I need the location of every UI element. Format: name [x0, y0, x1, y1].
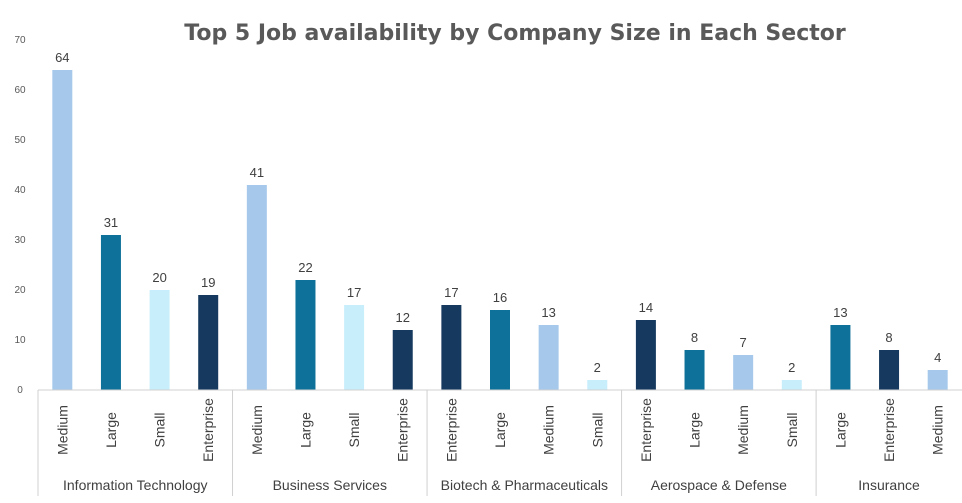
bars: [52, 70, 948, 390]
sector-label: Biotech & Pharmaceuticals: [441, 477, 608, 493]
bar-small: [587, 380, 608, 390]
category-label: Enterprise: [881, 398, 897, 462]
data-label: 22: [298, 260, 312, 275]
data-label: 16: [493, 290, 507, 305]
category-label: Enterprise: [638, 398, 654, 462]
category-label: Enterprise: [395, 398, 411, 462]
y-tick-label: 40: [14, 185, 26, 196]
y-tick-label: 70: [14, 35, 26, 46]
data-label: 8: [885, 330, 892, 345]
category-label: Medium: [54, 405, 70, 455]
y-tick-label: 60: [14, 85, 26, 96]
bar-enterprise: [392, 330, 413, 390]
bar-large: [100, 235, 121, 390]
sector-label: Aerospace & Defense: [651, 477, 787, 493]
bar-medium: [733, 355, 754, 390]
category-label: Medium: [930, 405, 946, 455]
bar-enterprise: [635, 320, 656, 390]
bar-large: [684, 350, 705, 390]
bar-medium: [927, 370, 948, 390]
category-label: Large: [492, 412, 508, 448]
y-tick-label: 0: [17, 385, 23, 396]
bar-large: [490, 310, 510, 390]
bar-enterprise: [879, 350, 900, 390]
bar-medium: [246, 185, 267, 390]
data-label: 64: [55, 50, 69, 65]
category-label: Medium: [249, 405, 265, 455]
category-label: Enterprise: [443, 398, 459, 462]
category-label: Enterprise: [200, 398, 216, 462]
data-label: 31: [104, 215, 118, 230]
data-label: 7: [740, 335, 747, 350]
data-label: 2: [594, 360, 601, 375]
category-label: Large: [832, 412, 848, 448]
bar-medium: [538, 325, 559, 390]
data-label: 19: [201, 275, 215, 290]
y-tick-label: 10: [14, 335, 26, 346]
data-label: 2: [788, 360, 795, 375]
bar-enterprise: [198, 295, 219, 390]
bar-medium: [52, 70, 73, 390]
bar-small: [344, 305, 365, 390]
data-label: 8: [691, 330, 698, 345]
category-label: Large: [103, 412, 119, 448]
bar-small: [781, 380, 802, 390]
data-label: 17: [347, 285, 361, 300]
data-label: 20: [152, 270, 166, 285]
chart-title: Top 5 Job availability by Company Size i…: [184, 21, 846, 46]
category-label: Small: [152, 412, 168, 447]
bar-small: [149, 290, 170, 390]
category-label: Small: [346, 412, 362, 447]
data-label: 14: [639, 300, 653, 315]
category-label: Medium: [735, 405, 751, 455]
sector-label: Insurance: [858, 477, 920, 493]
y-axis: 0 10 20 30 40 50 60 70: [14, 35, 26, 396]
sector-label: Business Services: [273, 477, 387, 493]
data-label: 12: [396, 310, 410, 325]
bar-enterprise: [441, 305, 462, 390]
y-tick-label: 20: [14, 285, 26, 296]
category-label: Large: [687, 412, 703, 448]
data-label: 4: [934, 350, 941, 365]
sector-label: Information Technology: [63, 477, 208, 493]
data-label: 41: [250, 165, 264, 180]
data-label: 13: [833, 305, 847, 320]
data-label: 13: [541, 305, 555, 320]
category-label: Large: [297, 412, 313, 448]
y-tick-label: 30: [14, 235, 26, 246]
bar-large: [295, 280, 316, 390]
category-label: Small: [784, 412, 800, 447]
data-label: 17: [444, 285, 458, 300]
data-labels: 64 31 20 19 41 22 17 12 17 16 13 2 14 8 7 2 13 8 4: [55, 50, 941, 375]
x-axis: Medium Large Small Enterprise Information Te…: [37, 389, 962, 496]
bar-large: [830, 325, 851, 390]
y-tick-label: 50: [14, 135, 26, 146]
category-label: Small: [589, 412, 605, 447]
category-label: Medium: [541, 405, 557, 455]
